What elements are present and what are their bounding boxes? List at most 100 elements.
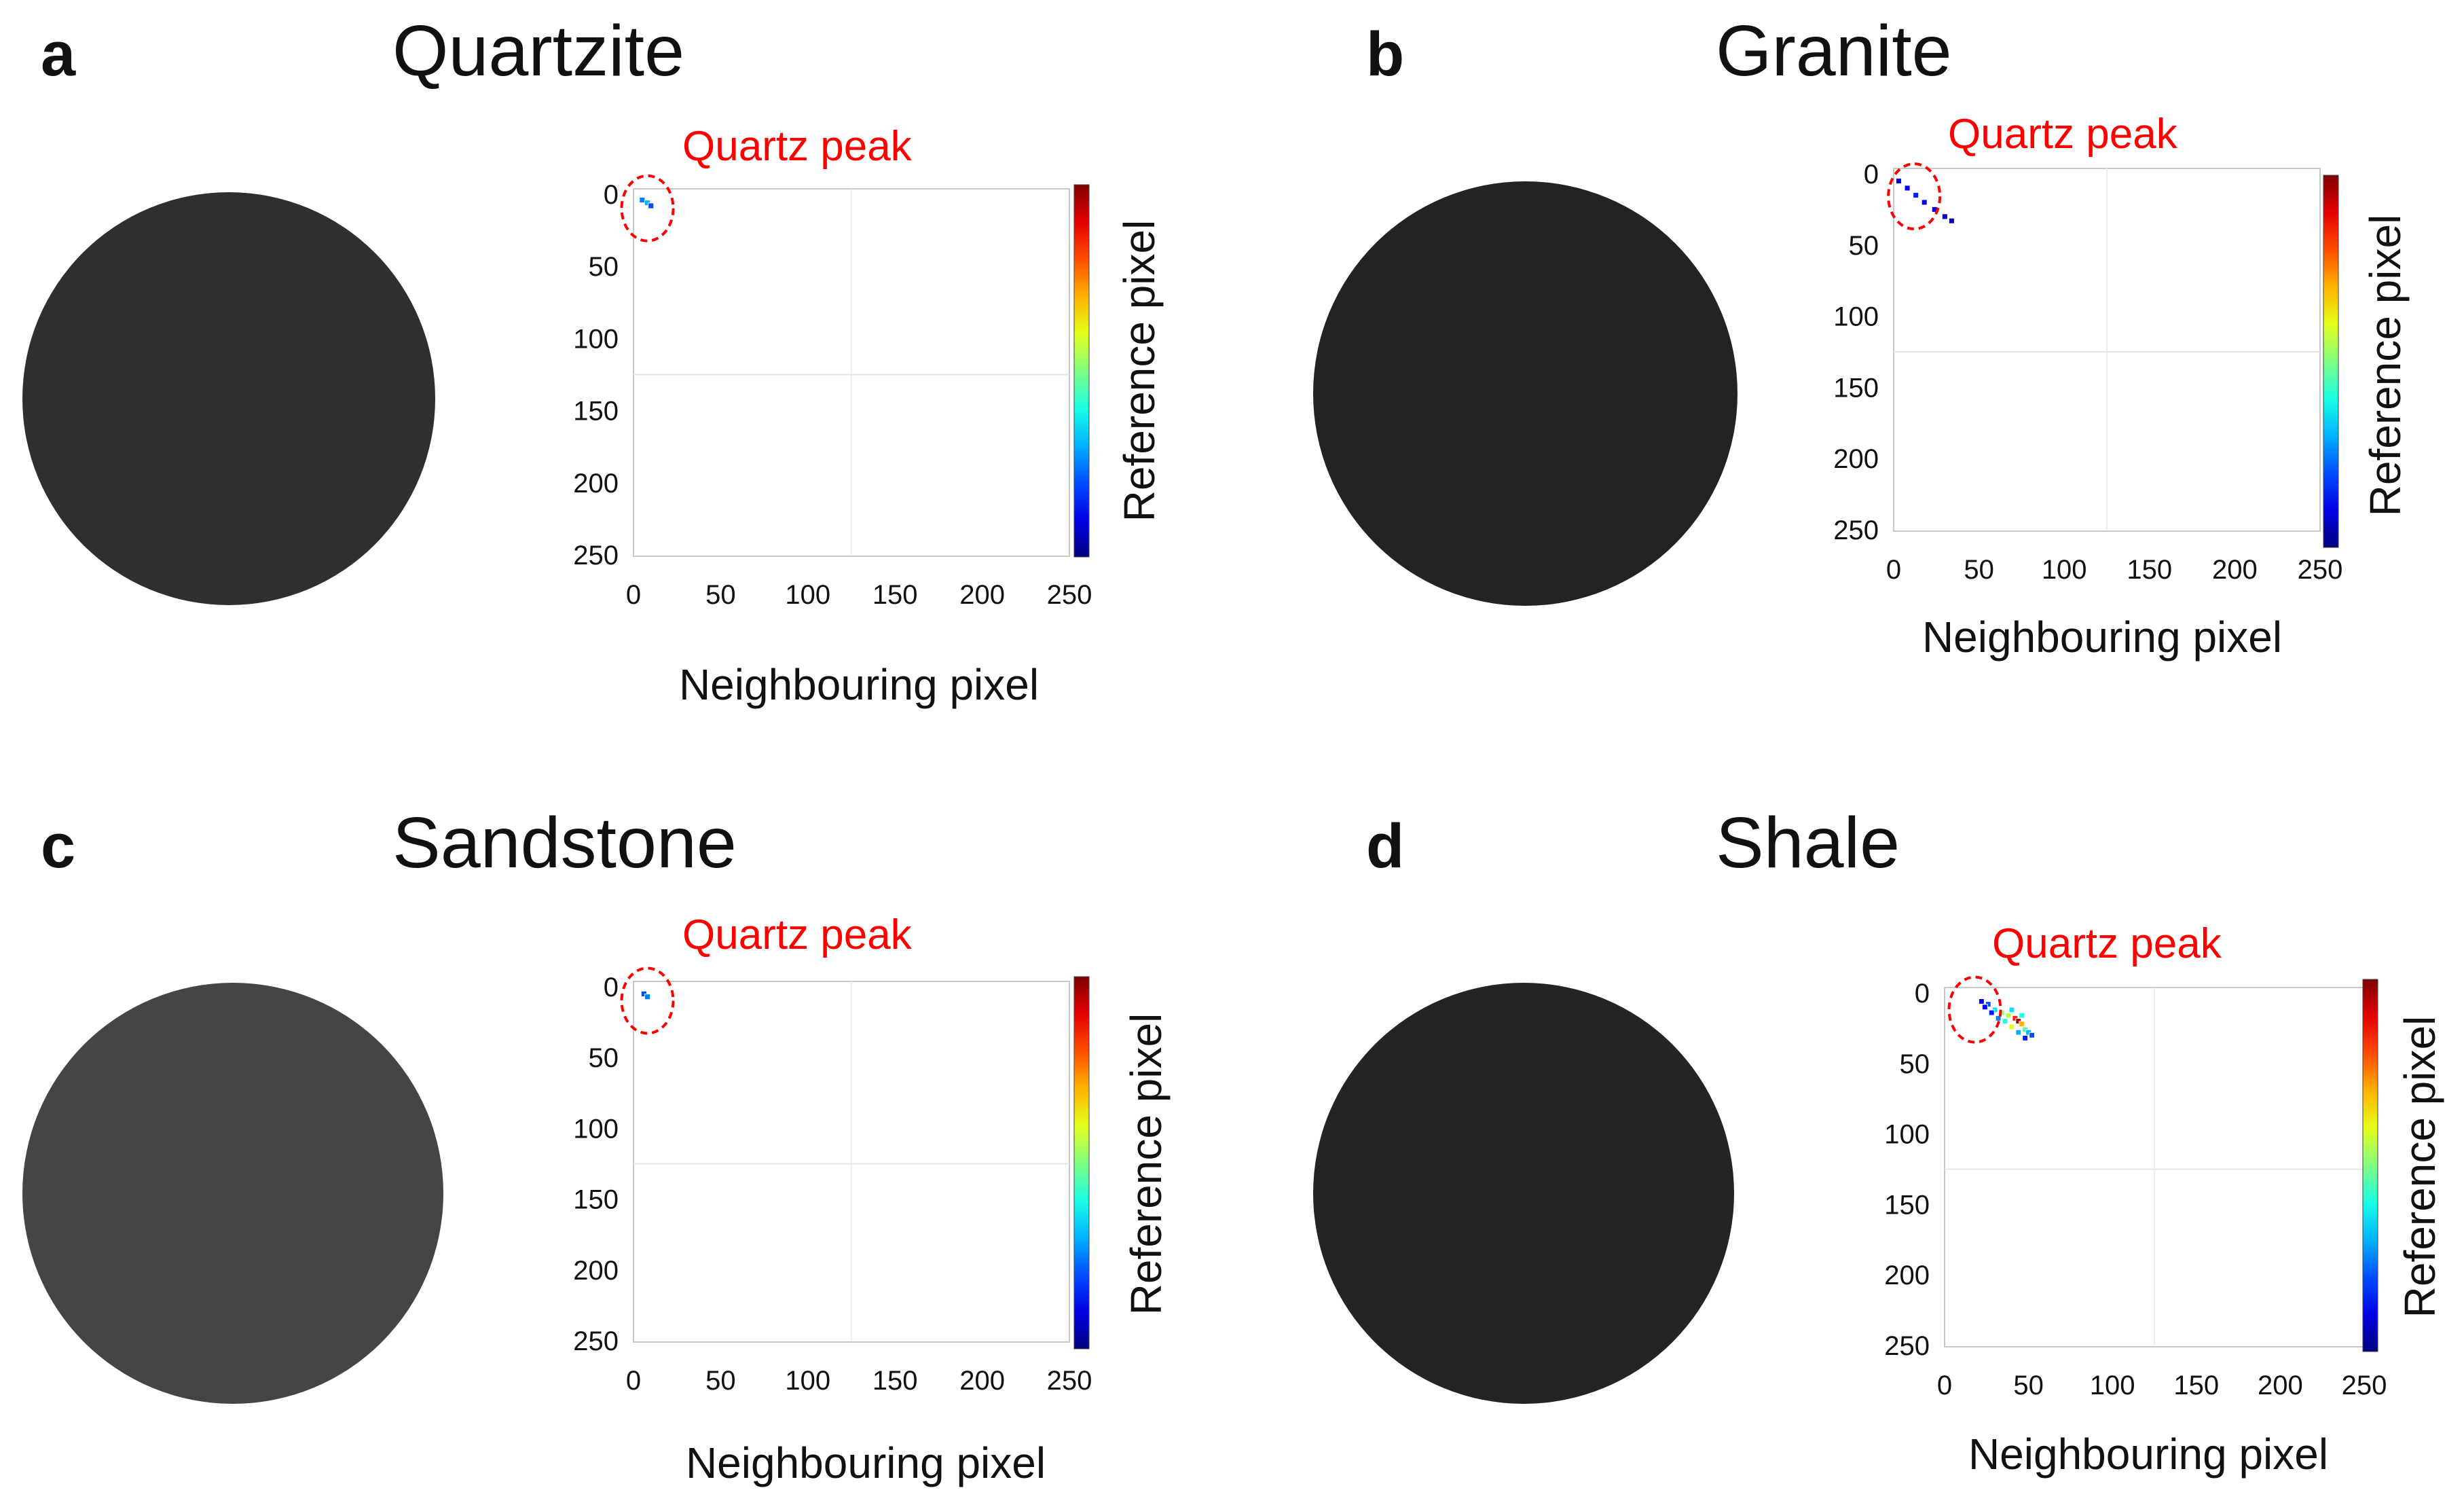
panel-title: Shale bbox=[1716, 803, 1900, 883]
x-tick-label: 200 bbox=[959, 1366, 1005, 1396]
peak-marker bbox=[620, 966, 675, 1035]
x-tick-label: 50 bbox=[705, 580, 736, 610]
panel-a: a Quartzite 0 50 100 150 200 250 0 50 100 150 200 2… bbox=[0, 0, 1232, 751]
y-tick-label: 150 bbox=[1833, 373, 1879, 403]
rock-sample-image bbox=[22, 983, 443, 1404]
y-tick-label: 250 bbox=[1833, 515, 1879, 545]
x-tick-label: 200 bbox=[959, 580, 1005, 610]
x-tick-label: 200 bbox=[2258, 1371, 2303, 1400]
x-axis-label: Neighbouring pixel bbox=[686, 1438, 1046, 1487]
x-tick-label: 250 bbox=[2298, 555, 2343, 585]
y-tick-label: 0 bbox=[604, 973, 619, 1002]
x-tick-label: 250 bbox=[2342, 1371, 2387, 1400]
y-tick-label: 250 bbox=[1884, 1331, 1930, 1361]
y-tick-label: 0 bbox=[1864, 160, 1879, 189]
y-axis-label: Reference pixel bbox=[2395, 1016, 2444, 1318]
heatmap-cell bbox=[2008, 1024, 2015, 1030]
rock-sample-image bbox=[1313, 983, 1734, 1404]
heatmap-cell bbox=[1978, 998, 1985, 1004]
y-axis-label: Reference pixel bbox=[1122, 1013, 1171, 1316]
y-tick-label: 200 bbox=[1884, 1261, 1930, 1290]
y-tick-label: 200 bbox=[573, 1256, 619, 1286]
x-axis-label: Neighbouring pixel bbox=[679, 660, 1039, 709]
y-tick-label: 50 bbox=[589, 1043, 619, 1073]
peak-label: Quartz peak bbox=[682, 911, 913, 958]
heatmap-cell bbox=[2002, 1018, 2008, 1024]
x-tick-label: 150 bbox=[2127, 555, 2172, 585]
heatmap-cell bbox=[648, 202, 655, 209]
y-axis-label: Reference pixel bbox=[2361, 215, 2410, 517]
x-tick-label: 50 bbox=[2013, 1371, 2044, 1400]
peak-marker bbox=[1887, 162, 1942, 231]
x-tick-label: 150 bbox=[2173, 1371, 2219, 1400]
heatmap-cell bbox=[1896, 177, 1902, 184]
heatmap-cell bbox=[639, 196, 646, 204]
y-tick-label: 0 bbox=[1915, 979, 1930, 1009]
y-tick-label: 50 bbox=[589, 252, 619, 282]
panel-b: b Granite 0 50 100 150 200 250 0 50 100 150 200 250… bbox=[1232, 0, 2463, 751]
rock-sample-image bbox=[22, 192, 435, 605]
y-tick-label: 150 bbox=[1884, 1190, 1930, 1220]
peak-marker bbox=[1947, 975, 2002, 1044]
x-tick-label: 0 bbox=[626, 580, 641, 610]
panel-letter: b bbox=[1366, 20, 1405, 89]
heatmap-cell bbox=[644, 993, 651, 1000]
heatmap-cell bbox=[1904, 185, 1911, 192]
x-tick-label: 50 bbox=[1964, 555, 1994, 585]
x-tick-label: 250 bbox=[1047, 580, 1092, 610]
y-tick-label: 150 bbox=[573, 1185, 619, 1215]
y-tick-label: 200 bbox=[1833, 444, 1879, 474]
rock-sample-image bbox=[1313, 181, 1737, 606]
y-axis-label: Reference pixel bbox=[1115, 220, 1164, 522]
x-tick-label: 200 bbox=[2212, 555, 2258, 585]
y-tick-label: 100 bbox=[573, 1114, 619, 1144]
x-tick-label: 0 bbox=[1937, 1371, 1952, 1400]
heatmap-cell bbox=[2015, 1029, 2022, 1036]
panel-title: Sandstone bbox=[392, 803, 737, 883]
y-tick-label: 200 bbox=[573, 469, 619, 499]
x-tick-label: 150 bbox=[872, 580, 918, 610]
panel-letter: a bbox=[41, 20, 76, 89]
y-tick-label: 0 bbox=[604, 180, 619, 210]
peak-label: Quartz peak bbox=[1948, 111, 2178, 158]
colorbar bbox=[1073, 184, 1090, 558]
x-tick-label: 100 bbox=[2042, 555, 2087, 585]
panel-letter: d bbox=[1366, 812, 1405, 881]
x-tick-label: 0 bbox=[626, 1366, 641, 1396]
peak-label: Quartz peak bbox=[1992, 920, 2222, 967]
x-axis-label: Neighbouring pixel bbox=[1968, 1430, 2328, 1479]
colorbar bbox=[2323, 175, 2339, 548]
panel-title: Granite bbox=[1716, 11, 1952, 91]
x-axis-label: Neighbouring pixel bbox=[1922, 613, 2282, 662]
y-tick-label: 50 bbox=[1900, 1049, 1930, 1079]
y-tick-label: 150 bbox=[573, 397, 619, 427]
y-tick-label: 250 bbox=[573, 1326, 619, 1356]
panel-title: Quartzite bbox=[392, 11, 685, 91]
x-tick-label: 100 bbox=[785, 580, 830, 610]
x-tick-label: 50 bbox=[705, 1366, 736, 1396]
heatmap-cell bbox=[1995, 1015, 2002, 1021]
x-tick-label: 150 bbox=[872, 1366, 918, 1396]
y-tick-label: 250 bbox=[573, 541, 619, 571]
peak-marker bbox=[620, 174, 675, 242]
heatmap-cell bbox=[2029, 1032, 2035, 1038]
heatmap-cell bbox=[1988, 1009, 1995, 1016]
heatmap-cell bbox=[2008, 1007, 2015, 1013]
x-tick-label: 0 bbox=[1886, 555, 1901, 585]
colorbar bbox=[2362, 979, 2378, 1352]
y-tick-label: 50 bbox=[1849, 231, 1879, 261]
heatmap-cell bbox=[2019, 1021, 2025, 1028]
panel-d: d Shale 0 50 100 150 200 250 0 50 100 150 200 250 Re… bbox=[1232, 751, 2463, 1502]
x-tick-label: 100 bbox=[785, 1366, 830, 1396]
heatmap-cell bbox=[1921, 199, 1928, 206]
heatmap-cell bbox=[1981, 1004, 1988, 1011]
heatmap-cell bbox=[1913, 192, 1919, 198]
peak-label: Quartz peak bbox=[682, 123, 913, 170]
x-tick-label: 250 bbox=[1047, 1366, 1092, 1396]
y-tick-label: 100 bbox=[1833, 302, 1879, 332]
heatmap-cell bbox=[2005, 1012, 2012, 1019]
